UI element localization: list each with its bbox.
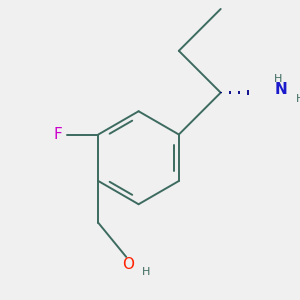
Text: H: H <box>142 267 151 278</box>
Text: N: N <box>275 82 287 97</box>
Text: O: O <box>122 257 134 272</box>
Text: H: H <box>296 94 300 104</box>
Text: F: F <box>54 127 62 142</box>
Text: H: H <box>274 74 282 84</box>
